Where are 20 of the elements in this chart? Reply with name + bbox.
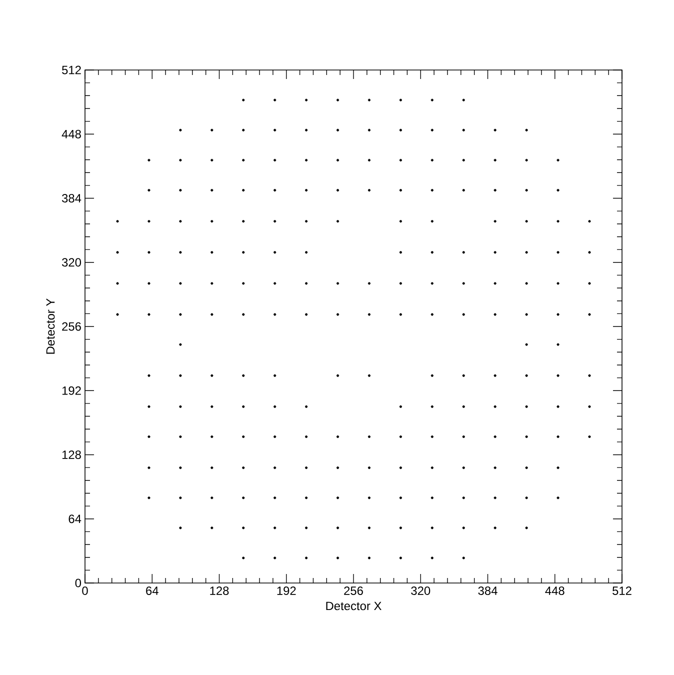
y-tick-label: 384: [62, 194, 82, 202]
x-tick-label: 512: [612, 586, 632, 595]
y-tick-label: 256: [62, 322, 81, 331]
x-axis-title: Detector X: [326, 602, 382, 610]
y-tick-label: 0: [75, 578, 82, 588]
y-tick-label: 448: [62, 130, 81, 138]
x-tick-label: 192: [277, 586, 296, 595]
x-tick-label: 256: [344, 586, 363, 595]
x-tick-label: 320: [411, 586, 430, 595]
y-axis-title: Detector Y: [46, 298, 55, 354]
x-tick-label: 64: [146, 586, 158, 595]
y-tick-label: 320: [62, 258, 82, 267]
y-tick-label: 192: [62, 386, 81, 395]
x-tick-label: 128: [210, 586, 229, 595]
x-tick-label: 384: [478, 586, 498, 595]
y-tick-label: 128: [62, 450, 81, 459]
x-tick-label: 448: [545, 586, 564, 595]
y-tick-label: 512: [62, 66, 81, 74]
y-tick-label: 64: [68, 514, 82, 524]
x-tick-label: 0: [82, 586, 88, 595]
